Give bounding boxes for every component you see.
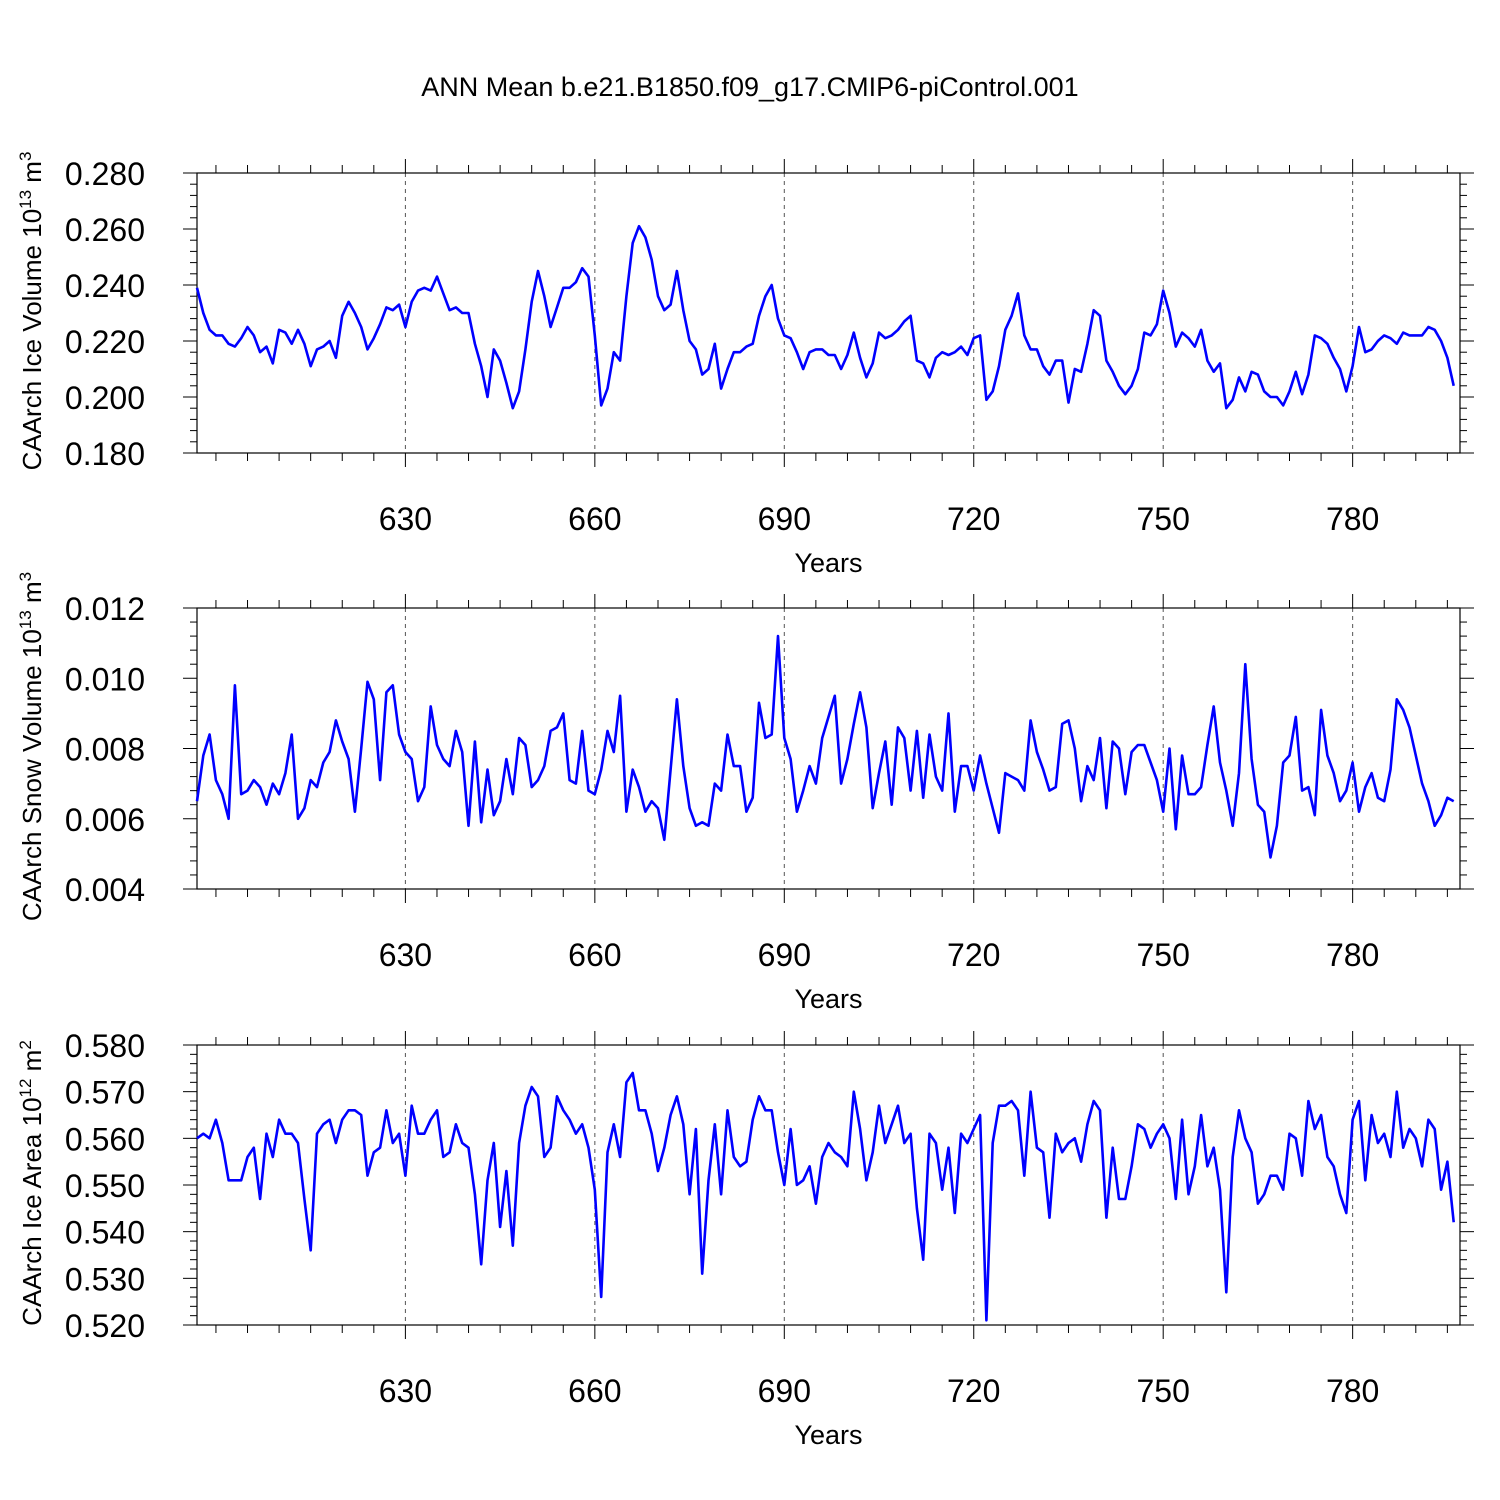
x-tick-label: 660 xyxy=(568,501,621,537)
x-tick-label: 690 xyxy=(758,501,811,537)
y-tick-label: 0.520 xyxy=(65,1308,145,1344)
y-tick-label: 0.008 xyxy=(65,732,145,768)
x-tick-label: 750 xyxy=(1136,1373,1189,1409)
series-line xyxy=(196,1071,1455,1322)
panel-2: 630 660 690 720 750 780 0.004 0.006 0.008 0.010 0.… xyxy=(16,572,1474,1014)
y-tick-label: 0.560 xyxy=(65,1121,145,1157)
panel-1: 630 660 690 720 750 780 0.180 0.200 0.220 0.240 0.… xyxy=(16,152,1474,578)
y-tick-label: 0.200 xyxy=(65,380,145,416)
plot-frame xyxy=(196,607,1461,890)
series-line xyxy=(195,634,1455,859)
y-tick-label: 0.260 xyxy=(65,212,145,248)
y-tick-label: 0.004 xyxy=(65,872,145,908)
figure-title: ANN Mean b.e21.B1850.f09_g17.CMIP6-piCon… xyxy=(421,72,1079,102)
x-tick-label: 750 xyxy=(1136,501,1189,537)
x-tick-label: 630 xyxy=(379,501,432,537)
x-tick-label: 660 xyxy=(568,937,621,973)
y-axis-title: CAArch Snow Volume 1013 m3 xyxy=(16,572,47,921)
y-tick-label: 0.530 xyxy=(65,1261,145,1297)
x-axis-title: Years xyxy=(794,548,862,578)
y-tick-label: 0.280 xyxy=(65,156,145,192)
x-tick-label: 780 xyxy=(1326,937,1379,973)
x-tick-label: 630 xyxy=(379,1373,432,1409)
y-tick-label: 0.580 xyxy=(65,1028,145,1064)
x-tick-label: 660 xyxy=(568,1373,621,1409)
plot-frame xyxy=(196,1044,1461,1326)
x-tick-label: 780 xyxy=(1326,1373,1379,1409)
x-tick-label: 750 xyxy=(1136,937,1189,973)
x-tick-label: 720 xyxy=(947,937,1000,973)
panel-3: 630 660 690 720 750 780 0.520 0.530 0.540 0.550 0.… xyxy=(16,1028,1474,1450)
x-tick-label: 690 xyxy=(758,1373,811,1409)
x-axis-title: Years xyxy=(794,984,862,1014)
y-tick-label: 0.010 xyxy=(65,661,145,697)
y-tick-label: 0.180 xyxy=(65,436,145,472)
y-tick-label: 0.220 xyxy=(65,324,145,360)
y-tick-label: 0.006 xyxy=(65,802,145,838)
x-tick-label: 720 xyxy=(947,501,1000,537)
x-tick-label: 720 xyxy=(947,1373,1000,1409)
y-tick-label: 0.240 xyxy=(65,268,145,304)
x-axis-title: Years xyxy=(794,1420,862,1450)
series-line xyxy=(195,224,1455,410)
plot-frame xyxy=(196,172,1461,454)
y-tick-label: 0.550 xyxy=(65,1168,145,1204)
y-axis-title: CAArch Ice Volume 1013 m3 xyxy=(16,152,47,471)
y-axis-title: CAArch Ice Area 1012 m2 xyxy=(16,1040,47,1326)
y-tick-label: 0.570 xyxy=(65,1075,145,1111)
y-tick-label: 0.012 xyxy=(65,591,145,627)
x-tick-label: 780 xyxy=(1326,501,1379,537)
x-tick-label: 690 xyxy=(758,937,811,973)
x-tick-label: 630 xyxy=(379,937,432,973)
y-tick-label: 0.540 xyxy=(65,1215,145,1251)
